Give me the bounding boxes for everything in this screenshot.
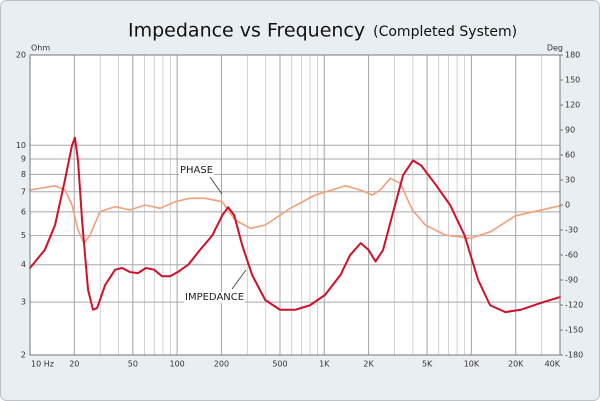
annotation: IMPEDANCE	[185, 292, 244, 303]
chart-subtitle: (Completed System)	[373, 24, 517, 40]
x-tick-label: 2K	[363, 360, 374, 369]
x-tick-label: 1K	[319, 360, 330, 369]
annotation-bg	[179, 165, 215, 176]
y2-axis-label: Deg	[547, 44, 563, 53]
x-tick-label: 10 Hz	[31, 360, 54, 369]
x-tick-label: 20K	[508, 360, 524, 369]
y2-tick-label: 180	[565, 51, 580, 60]
annotation-bg	[184, 292, 246, 303]
annotation: PHASE	[180, 165, 213, 176]
annotation-leader	[209, 176, 223, 195]
x-tick-label: 50	[128, 360, 138, 369]
y-tick-label: 6	[21, 207, 26, 216]
y-axis-label: Ohm	[31, 44, 50, 53]
y2-tick-label: -150	[565, 326, 583, 335]
y2-tick-label: 120	[565, 101, 580, 110]
x-tick-label: 10K	[464, 360, 480, 369]
y2-tick-label: 90	[565, 126, 575, 135]
y-tick-label: 8	[21, 170, 26, 179]
y2-tick-label: 150	[565, 76, 580, 85]
y-tick-label: 20	[16, 51, 26, 60]
y2-tick-label: 0	[565, 201, 570, 210]
x-tick-label: 500	[272, 360, 287, 369]
y-tick-label: 7	[21, 187, 26, 196]
y-tick-label: 10	[16, 141, 26, 150]
annotation-leader	[231, 269, 247, 290]
y2-tick-label: -90	[565, 276, 578, 285]
y-tick-label: 3	[21, 298, 26, 307]
x-tick-label: 20	[69, 360, 79, 369]
y2-tick-label: -180	[565, 351, 583, 360]
x-tick-label: 200	[214, 360, 229, 369]
y-tick-label: 2	[21, 351, 26, 360]
y2-tick-label: -120	[565, 301, 583, 310]
y-tick-label: 9	[21, 155, 26, 164]
series-line	[29, 136, 561, 314]
y-tick-label: 5	[21, 231, 26, 240]
marks: PHASE IMPEDANCE	[29, 136, 561, 314]
y-tick-label: 4	[21, 260, 26, 269]
y2-tick-label: 30	[565, 176, 575, 185]
x-tick-label: 100	[169, 360, 184, 369]
y2-tick-label: 60	[565, 151, 575, 160]
y2-tick-label: -30	[565, 226, 578, 235]
series-line	[29, 177, 561, 245]
x-tick-label: 40K	[545, 360, 561, 369]
x-tick-label: 5K	[422, 360, 433, 369]
y2-tick-label: -60	[565, 251, 578, 260]
chart-title: Impedance vs Frequency	[128, 20, 365, 42]
